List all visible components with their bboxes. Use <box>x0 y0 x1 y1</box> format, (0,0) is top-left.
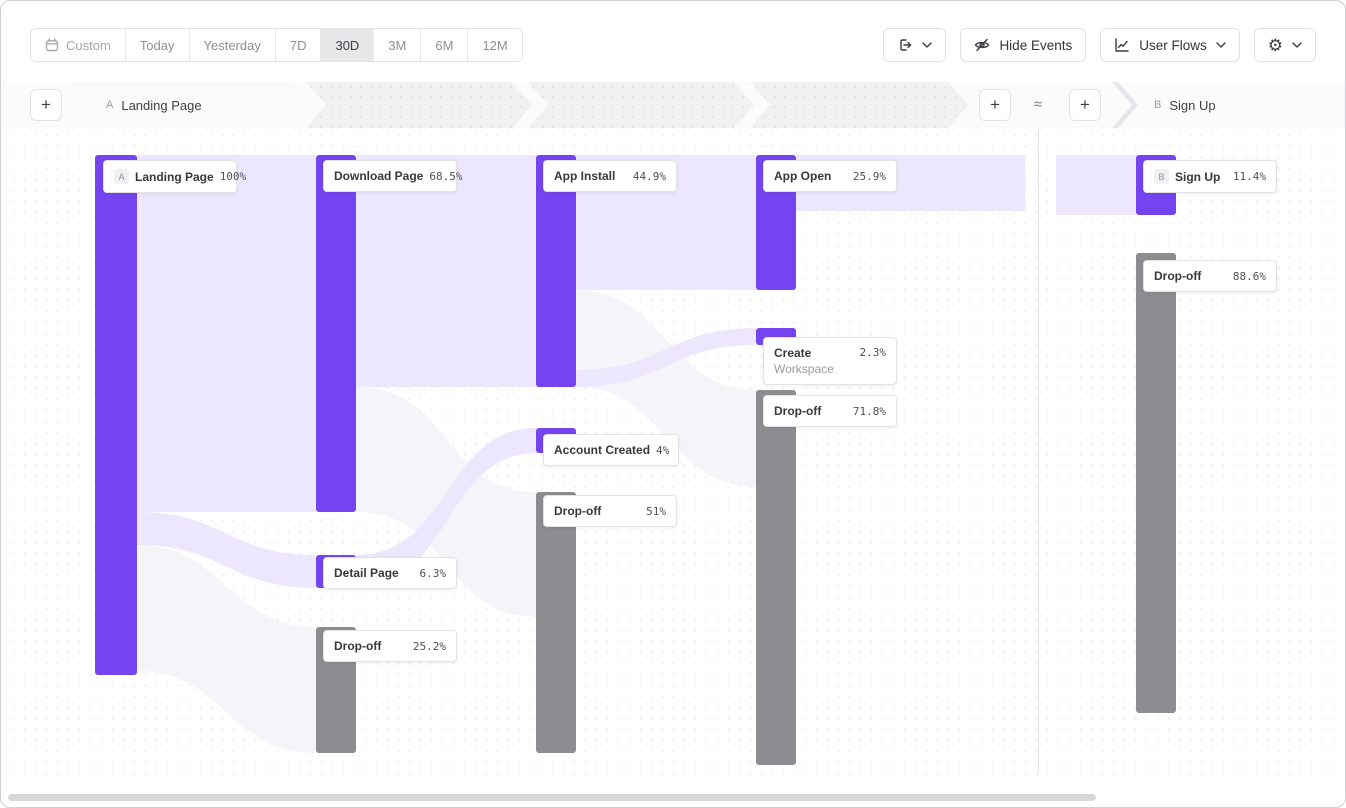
node-card-account-created[interactable]: Account Created 4% <box>543 434 679 466</box>
add-step-before-b-button[interactable]: + <box>1069 89 1101 121</box>
range-custom-button[interactable]: Custom <box>31 29 126 61</box>
event-bar-download-page[interactable] <box>316 155 356 512</box>
event-bar-landing-page[interactable] <box>95 155 137 675</box>
node-card-dropoff-step4[interactable]: Drop-off 71.8% <box>763 395 897 427</box>
step-header-empty-4 <box>750 82 968 128</box>
node-card-dropoff-step-b[interactable]: Drop-off 88.6% <box>1143 260 1277 292</box>
export-button[interactable] <box>883 28 947 62</box>
node-card-app-install[interactable]: App Install 44.9% <box>543 160 677 192</box>
range-custom-label: Custom <box>66 37 111 53</box>
node-card-landing-page[interactable]: A Landing Page 100% <box>103 160 246 193</box>
node-card-app-open[interactable]: App Open 25.9% <box>763 160 897 192</box>
range-12m-button[interactable]: 12M <box>468 29 522 61</box>
range-6m-button[interactable]: 6M <box>421 29 469 61</box>
dropoff-bar-step4[interactable] <box>756 390 796 765</box>
node-card-create-workspace[interactable]: Create Workspace 2.3% <box>763 337 897 385</box>
hide-events-label: Hide Events <box>999 37 1073 53</box>
step-letter-chip: B <box>1154 169 1169 184</box>
toolbar-right-group: Hide Events User Flows ⚙ <box>883 28 1316 62</box>
chevron-down-icon <box>1216 42 1226 48</box>
section-divider-line <box>1038 84 1039 774</box>
dropoff-bar-step3[interactable] <box>536 492 576 753</box>
range-7d-button[interactable]: 7D <box>275 29 322 61</box>
view-mode-button[interactable]: User Flows <box>1100 28 1240 62</box>
range-today-button[interactable]: Today <box>125 29 190 61</box>
step-b-letter: B <box>1154 99 1162 111</box>
add-step-left-button[interactable]: + <box>30 89 62 121</box>
steps-header-band: A Landing Page B Sign Up <box>0 82 1346 128</box>
step-header-empty-3 <box>528 82 754 128</box>
toolbar: Custom Today Yesterday 7D 30D 3M 6M 12M <box>30 28 1316 62</box>
event-bar-app-install[interactable] <box>536 155 576 387</box>
flows-chart-icon <box>1115 38 1129 52</box>
node-card-detail-page[interactable]: Detail Page 6.3% <box>323 557 457 589</box>
export-icon <box>900 39 912 51</box>
step-b-header[interactable]: B Sign Up <box>1118 82 1326 128</box>
gear-icon: ⚙ <box>1267 35 1283 55</box>
node-card-dropoff-step3[interactable]: Drop-off 51% <box>543 495 677 527</box>
settings-button[interactable]: ⚙ <box>1253 28 1316 62</box>
horizontal-scrollbar-thumb[interactable] <box>8 794 1096 801</box>
chevron-down-icon <box>922 42 933 48</box>
step-a-header[interactable]: A Landing Page <box>78 82 310 128</box>
range-3m-button[interactable]: 3M <box>374 29 422 61</box>
node-card-sign-up[interactable]: B Sign Up 11.4% <box>1143 160 1277 193</box>
chevron-down-icon <box>1292 42 1302 48</box>
dropoff-bar-step-b[interactable] <box>1136 253 1176 713</box>
range-yesterday-button[interactable]: Yesterday <box>189 29 276 61</box>
eye-off-icon <box>975 38 990 52</box>
range-30d-button[interactable]: 30D <box>321 29 375 61</box>
step-a-letter: A <box>106 99 114 111</box>
node-card-download-page[interactable]: Download Page 68.5% <box>323 160 462 192</box>
hide-events-button[interactable]: Hide Events <box>960 28 1087 62</box>
calendar-icon <box>45 38 59 52</box>
step-letter-chip: A <box>114 169 129 184</box>
step-header-empty-2 <box>306 82 532 128</box>
date-range-segmented-control: Custom Today Yesterday 7D 30D 3M 6M 12M <box>30 28 523 62</box>
section-separator-symbol: ≈ <box>1030 96 1046 113</box>
step-a-label: Landing Page <box>121 97 202 113</box>
node-card-dropoff-step2[interactable]: Drop-off 25.2% <box>323 630 457 662</box>
step-b-label: Sign Up <box>1169 97 1216 113</box>
add-step-end-button[interactable]: + <box>979 89 1011 121</box>
view-mode-label: User Flows <box>1139 37 1207 53</box>
